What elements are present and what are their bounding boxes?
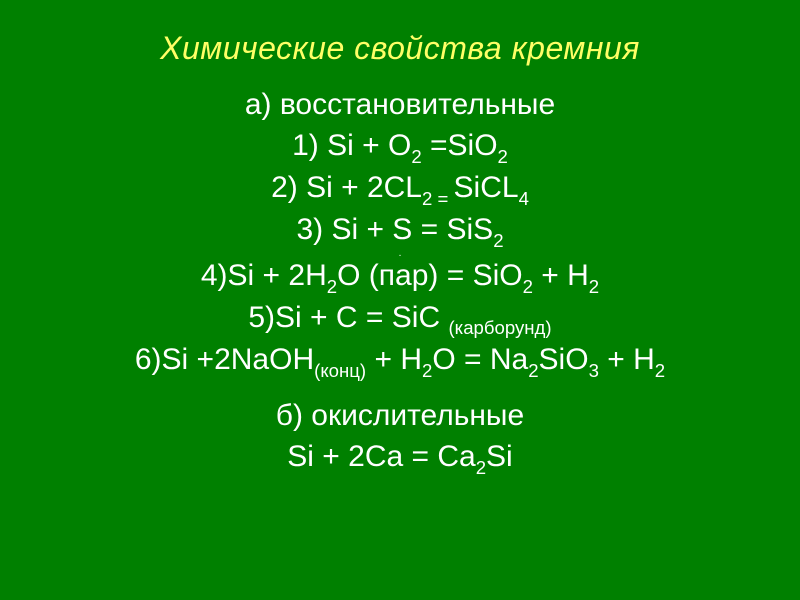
section-gap [0, 382, 800, 396]
equation-b1: Si + 2Ca = Ca2Si [0, 437, 800, 479]
section-b-heading: б) окислительные [0, 396, 800, 437]
slide: Химические свойства кремния а) восстанов… [0, 0, 800, 600]
equation-1: 1) Si + O2 =SiO2 [0, 126, 800, 168]
equation-5: 5)Si + C = SiC (карборунд) [0, 298, 800, 340]
slide-title: Химические свойства кремния [60, 30, 740, 67]
section-a-heading: а) восстановительные [0, 85, 800, 126]
equation-3: 3) Si + S = SiS2 [0, 210, 800, 252]
equation-6: 6)Si +2NaOH(конц) + H2O = Na2SiO3 + H2 [0, 340, 800, 382]
equation-2: 2) Si + 2CL2 = SiCL4 [0, 168, 800, 210]
equation-4: 4)Si + 2H2O (пар) = SiO2 + H2 [0, 256, 800, 298]
